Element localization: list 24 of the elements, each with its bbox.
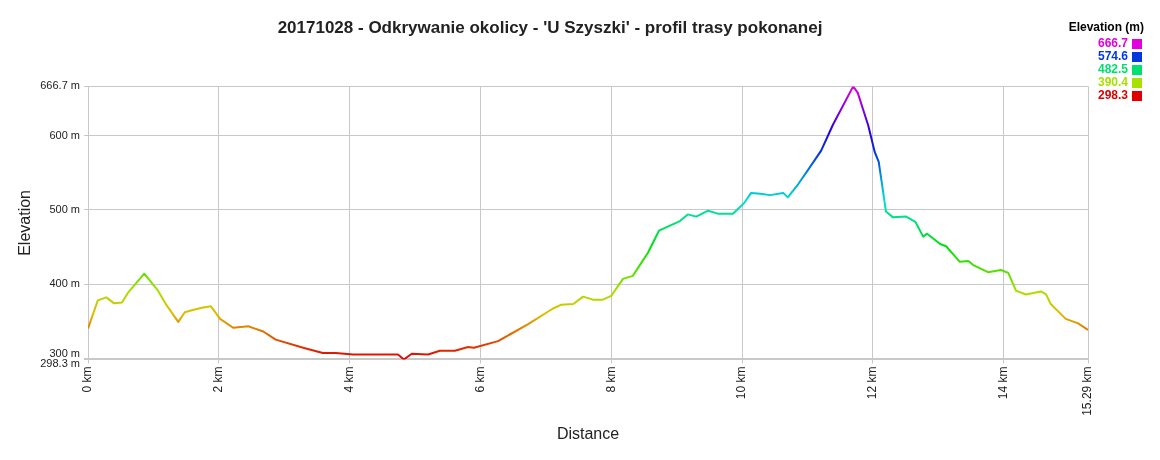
- y-tick-label: 666.7 m: [40, 79, 80, 92]
- x-tick-label: 8 km: [603, 366, 618, 393]
- y-axis-title: Elevation: [16, 190, 34, 256]
- chart-title: 20171028 - Odkrywanie okolicy - 'U Szyszki' - profil trasy pokonanej: [277, 17, 823, 37]
- color-bar-label: 574.6: [1097, 49, 1129, 64]
- x-tick-label: 6 km: [472, 366, 487, 393]
- color-bar-title: Elevation (m): [1068, 20, 1144, 35]
- x-tick-label: 12 km: [865, 366, 880, 400]
- y-tick-label: 300 m: [49, 346, 80, 359]
- color-bar-label: 390.4: [1097, 75, 1129, 90]
- y-tick-label: 298.3 m: [40, 356, 80, 369]
- color-bar-label: 482.5: [1097, 62, 1129, 77]
- y-tick-label: 600 m: [49, 128, 80, 141]
- x-axis-title: Distance: [556, 424, 620, 442]
- color-bar-label: 666.7: [1097, 36, 1129, 51]
- x-tick-label: 4 km: [341, 366, 356, 393]
- color-bar-label: 298.3: [1097, 88, 1129, 103]
- y-tick-label: 500 m: [49, 202, 80, 215]
- x-tick-label: 2 km: [211, 366, 226, 393]
- x-tick-label: 15.29 km: [1080, 366, 1095, 416]
- x-tick-label: 14 km: [995, 366, 1010, 400]
- x-tick-label: 10 km: [734, 366, 749, 400]
- x-tick-label: 0 km: [80, 366, 95, 393]
- y-tick-label: 400 m: [49, 277, 80, 290]
